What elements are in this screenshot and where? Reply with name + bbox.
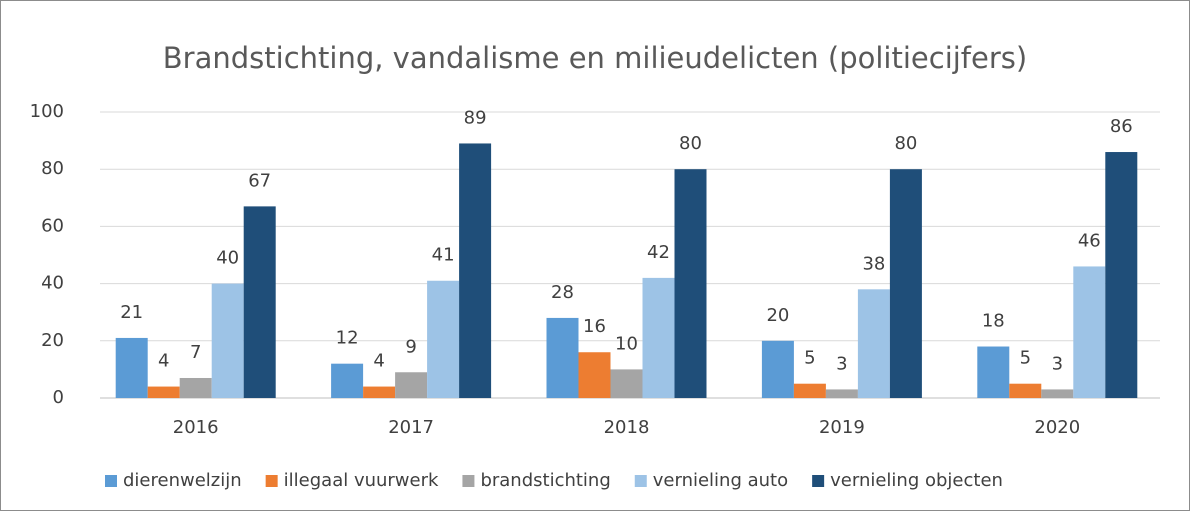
bar (578, 352, 611, 398)
y-tick-label: 20 (41, 330, 64, 351)
legend-swatch (634, 475, 647, 487)
bar (610, 369, 643, 398)
bar (857, 289, 890, 398)
legend-label: dierenwelzijn (123, 470, 242, 491)
bar (889, 169, 922, 398)
bar (674, 169, 707, 398)
bar (1105, 152, 1138, 398)
legend-label: brandstichting (480, 470, 610, 491)
value-label: 7 (190, 342, 201, 363)
value-label: 41 (432, 245, 455, 266)
value-label: 10 (615, 333, 638, 354)
value-label: 28 (551, 282, 574, 303)
y-tick-label: 100 (30, 101, 64, 122)
value-label: 5 (1020, 348, 1031, 369)
value-label: 67 (248, 170, 271, 191)
legend-label: vernieling auto (653, 470, 788, 491)
bar (211, 283, 244, 398)
bar (331, 363, 364, 398)
x-tick-label: 2016 (173, 417, 219, 438)
value-label: 40 (216, 248, 239, 269)
value-label: 21 (120, 302, 143, 323)
bar (363, 386, 396, 398)
legend-label: illegaal vuurwerk (284, 470, 439, 491)
bar (793, 383, 826, 398)
bar (179, 377, 212, 398)
value-label: 20 (766, 305, 789, 326)
value-label: 12 (336, 328, 359, 349)
legend-swatch (812, 475, 825, 487)
value-label: 9 (405, 336, 416, 357)
value-label: 5 (804, 348, 815, 369)
value-label: 80 (679, 133, 702, 154)
legend-label: vernieling objecten (830, 470, 1003, 491)
bar (1009, 383, 1042, 398)
legend-swatch (462, 475, 475, 487)
bar (1073, 266, 1106, 398)
bar (546, 317, 579, 398)
value-label: 89 (464, 107, 487, 128)
bar (115, 337, 148, 398)
x-tick-label: 2020 (1034, 417, 1080, 438)
legend-swatch (265, 475, 278, 487)
y-tick-label: 80 (41, 158, 64, 179)
x-tick-label: 2018 (604, 417, 650, 438)
bar (459, 143, 492, 398)
y-tick-label: 60 (41, 215, 64, 236)
bar (977, 346, 1010, 398)
chart-title: Brandstichting, vandalisme en milieudeli… (163, 41, 1027, 75)
y-tick-label: 40 (41, 273, 64, 294)
bar (642, 277, 675, 398)
value-label: 18 (982, 311, 1005, 332)
value-label: 16 (583, 316, 606, 337)
value-label: 3 (1052, 353, 1063, 374)
bar (761, 340, 794, 398)
value-label: 42 (647, 242, 670, 263)
value-label: 80 (894, 133, 917, 154)
value-label: 46 (1078, 230, 1101, 251)
bar (243, 206, 276, 398)
bar (1041, 389, 1074, 398)
x-tick-label: 2019 (819, 417, 865, 438)
value-label: 4 (158, 351, 169, 372)
bar (427, 280, 460, 398)
x-tick-label: 2017 (388, 417, 434, 438)
value-label: 86 (1110, 116, 1133, 137)
legend-swatch (105, 475, 117, 487)
bar (147, 386, 180, 398)
bar (825, 389, 858, 398)
value-label: 3 (836, 353, 847, 374)
y-tick-label: 0 (53, 387, 64, 408)
value-label: 4 (373, 351, 384, 372)
bar (395, 372, 428, 398)
value-label: 38 (862, 253, 885, 274)
